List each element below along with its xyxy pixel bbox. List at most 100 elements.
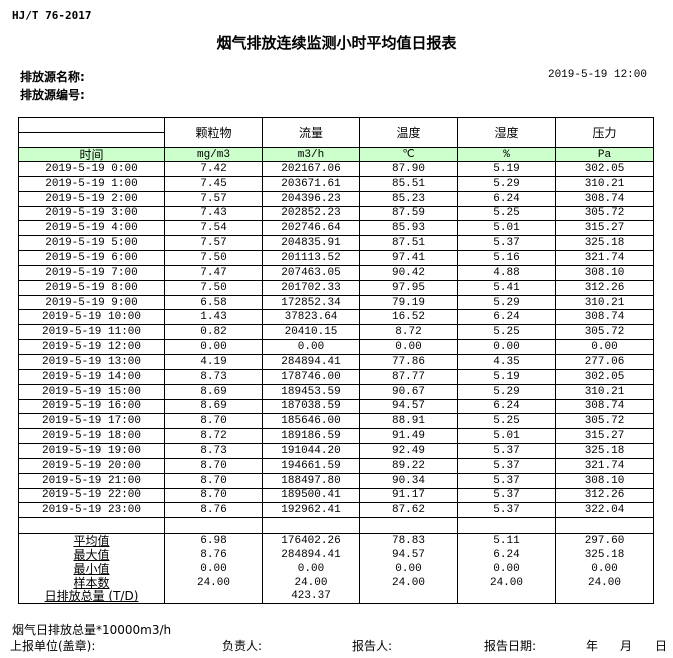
summary-label: 最大值: [18, 548, 165, 562]
row-cell: 305.72: [555, 413, 654, 430]
row-cell: 79.19: [359, 294, 458, 311]
row-cell: 7.42: [164, 161, 263, 177]
row-cell: 201702.33: [262, 279, 360, 296]
table-row: 2019-5-19 1:00 7.45 203671.61 85.51 5.29 310.…: [18, 175, 654, 192]
responsible-label: 负责人:: [222, 639, 263, 653]
row-cell: 87.62: [359, 502, 458, 519]
summary-cell: 6.98: [164, 533, 263, 549]
summary-cell: 176402.26: [262, 533, 360, 549]
summary-cell: 24.00: [457, 575, 556, 590]
row-cell: 97.95: [359, 279, 458, 296]
summary-label: 最小值: [18, 561, 165, 576]
row-label: 2019-5-19 4:00: [18, 220, 165, 237]
row-cell: 204835.91: [262, 235, 360, 252]
summary-label: 平均值: [18, 533, 165, 549]
summary-cell: 5.11: [457, 533, 556, 549]
blank-row: [18, 517, 654, 535]
unit: %: [457, 147, 556, 162]
row-cell: 277.06: [555, 353, 654, 370]
table-row: 2019-5-19 6:00 7.50 201113.52 97.41 5.16 321.…: [18, 250, 654, 266]
table-row: 2019-5-19 11:00 0.82 20410.15 8.72 5.25 305.7…: [18, 324, 654, 341]
row-cell: 312.26: [555, 487, 654, 504]
row-cell: 85.51: [359, 175, 458, 192]
col-header: 温度: [359, 117, 458, 148]
row-cell: 7.50: [164, 279, 263, 296]
footer-note: 烟气日排放总量*10000m3/h: [12, 623, 172, 637]
row-cell: 87.51: [359, 235, 458, 252]
table-row: 2019-5-19 15:00 8.69 189453.59 90.67 5.29 310…: [18, 383, 654, 400]
row-cell: 5.29: [457, 175, 556, 192]
summary-cell: 325.18: [555, 548, 654, 562]
row-cell: 5.37: [457, 502, 556, 519]
row-cell: 6.58: [164, 294, 263, 311]
standard-code: HJ/T 76-2017: [12, 9, 92, 22]
row-label: 2019-5-19 18:00: [18, 428, 165, 445]
summary-cell: [555, 589, 654, 605]
summary-cell: 8.76: [164, 548, 263, 562]
row-cell: 189453.59: [262, 383, 360, 400]
row-cell: 5.37: [457, 457, 556, 474]
row-label: 2019-5-19 9:00: [18, 294, 165, 311]
row-cell: 5.41: [457, 279, 556, 296]
blank-cell: [359, 517, 458, 535]
summary-cell: 423.37: [262, 589, 360, 605]
row-cell: 1.43: [164, 309, 263, 326]
row-cell: 8.70: [164, 487, 263, 504]
row-cell: 5.37: [457, 472, 556, 489]
table-row: 2019-5-19 8:00 7.50 201702.33 97.95 5.41 312.…: [18, 279, 654, 296]
row-cell: 194661.59: [262, 457, 360, 474]
summary-cell: [457, 589, 556, 605]
row-cell: 77.86: [359, 353, 458, 370]
table-row: 2019-5-19 4:00 7.54 202746.64 85.93 5.01 315.…: [18, 220, 654, 237]
row-cell: 7.45: [164, 175, 263, 192]
summary-label: 样本数: [18, 575, 165, 590]
row-label: 2019-5-19 19:00: [18, 443, 165, 459]
row-cell: 325.18: [555, 235, 654, 252]
page-title: 烟气排放连续监测小时平均值日报表: [216, 34, 457, 52]
row-cell: 202852.23: [262, 205, 360, 222]
summary-cell: 24.00: [164, 575, 263, 590]
row-cell: 89.22: [359, 457, 458, 474]
row-cell: 305.72: [555, 324, 654, 341]
row-cell: 8.72: [359, 324, 458, 341]
summary-cell: 78.83: [359, 533, 458, 549]
row-cell: 322.04: [555, 502, 654, 519]
row-cell: 91.17: [359, 487, 458, 504]
row-cell: 90.67: [359, 383, 458, 400]
reporting-unit-label: 上报单位(盖章):: [10, 639, 96, 653]
col-header: 流量: [262, 117, 360, 148]
table-row: 2019-5-19 16:00 8.69 187038.59 94.57 6.24 308…: [18, 398, 654, 415]
day-label: 日: [655, 639, 668, 653]
row-label: 2019-5-19 2:00: [18, 190, 165, 207]
row-cell: 6.24: [457, 309, 556, 326]
row-cell: 202167.06: [262, 161, 360, 177]
summary-cell: 94.57: [359, 548, 458, 562]
row-label: 2019-5-19 5:00: [18, 235, 165, 252]
table-row: 2019-5-19 12:00 0.00 0.00 0.00 0.00 0.00: [18, 339, 654, 355]
row-cell: 90.34: [359, 472, 458, 489]
row-cell: 5.37: [457, 235, 556, 252]
unit: mg/m3: [164, 147, 263, 162]
row-label: 2019-5-19 14:00: [18, 368, 165, 385]
row-cell: 8.72: [164, 428, 263, 445]
row-cell: 0.00: [555, 339, 654, 355]
summary-cell: [359, 589, 458, 605]
row-label: 2019-5-19 12:00: [18, 339, 165, 355]
row-cell: 204396.23: [262, 190, 360, 207]
row-label: 2019-5-19 6:00: [18, 250, 165, 266]
row-cell: 5.01: [457, 220, 556, 237]
row-label: 2019-5-19 0:00: [18, 161, 165, 177]
unit-row: 时间 mg/m3 m3/h ℃ % Pa: [18, 147, 654, 162]
row-cell: 87.90: [359, 161, 458, 177]
row-cell: 6.24: [457, 190, 556, 207]
month-label: 月: [620, 639, 633, 653]
summary-cell: 6.24: [457, 548, 556, 562]
row-cell: 85.93: [359, 220, 458, 237]
row-cell: 7.54: [164, 220, 263, 237]
row-cell: 0.00: [262, 339, 360, 355]
row-cell: 4.88: [457, 264, 556, 281]
row-cell: 321.74: [555, 250, 654, 266]
row-cell: 178746.00: [262, 368, 360, 385]
row-cell: 37823.64: [262, 309, 360, 326]
row-cell: 16.52: [359, 309, 458, 326]
